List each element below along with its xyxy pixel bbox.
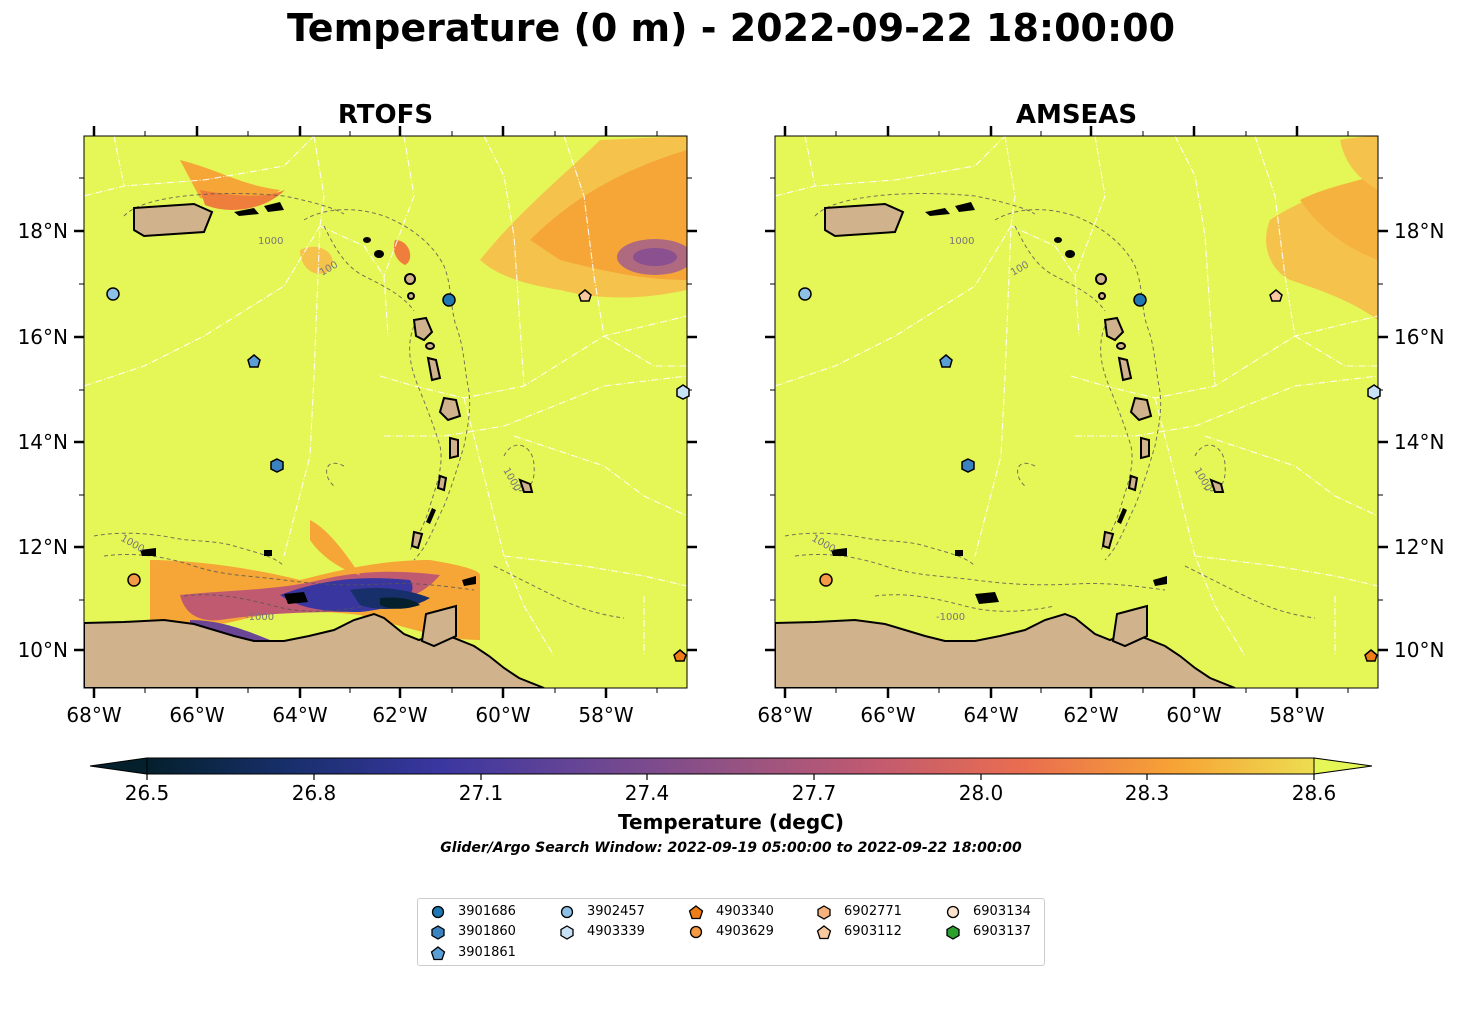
contour-label: 1000 bbox=[258, 236, 283, 247]
lat-tick-label: 14°N bbox=[18, 430, 68, 454]
lat-tick-label: 16°N bbox=[1394, 325, 1444, 349]
float-markers-amseas bbox=[798, 287, 1381, 662]
float-markers-rtofs bbox=[106, 287, 690, 662]
lon-tick-label: 60°W bbox=[475, 703, 530, 727]
legend-label: 6903134 bbox=[973, 904, 1031, 919]
minor-ticks bbox=[79, 131, 692, 693]
marker-4903339[interactable] bbox=[1367, 384, 1381, 400]
circle-marker-icon bbox=[946, 905, 960, 919]
lon-tick-label: 68°W bbox=[757, 703, 812, 727]
colorbar-tick-label: 27.4 bbox=[625, 781, 670, 805]
map-frame bbox=[83, 135, 688, 689]
hexagon-marker-icon bbox=[560, 925, 574, 940]
legend-label: 6903112 bbox=[844, 924, 902, 939]
colorbar-extend-low bbox=[89, 757, 148, 775]
figure-title: Temperature (0 m) - 2022-09-22 18:00:00 bbox=[286, 6, 1176, 50]
marker-3901861[interactable] bbox=[247, 354, 261, 368]
colorbar-tick-label: 28.6 bbox=[1292, 781, 1337, 805]
legend-label: 6903137 bbox=[973, 924, 1031, 939]
legend-label: 4903339 bbox=[587, 924, 645, 939]
lat-tick-label: 18°N bbox=[18, 219, 68, 243]
colorbar-body bbox=[146, 757, 1315, 775]
marker-3901686[interactable] bbox=[442, 293, 456, 307]
legend-label: 6902771 bbox=[844, 904, 902, 919]
lon-tick-label: 58°W bbox=[578, 703, 633, 727]
lat-tick-label: 16°N bbox=[18, 325, 68, 349]
circle-marker-icon bbox=[689, 925, 703, 939]
map-amseas: 1000 100 1000 1000 -1000 68°W 66°W 64°W … bbox=[757, 126, 1444, 727]
marker-4903339[interactable] bbox=[676, 384, 690, 400]
map-rtofs: 1000 100 1000 1000 -1000 68°W 66°W 64°W … bbox=[18, 126, 697, 727]
colorbar-label: Temperature (degC) bbox=[618, 810, 844, 834]
contour-label: -1000 bbox=[936, 612, 965, 623]
lon-tick-label: 64°W bbox=[272, 703, 327, 727]
temperature-field-rtofs bbox=[84, 136, 687, 688]
lon-tick-label: 62°W bbox=[372, 703, 427, 727]
search-window-subtitle: Glider/Argo Search Window: 2022-09-19 05… bbox=[440, 840, 1022, 856]
hexagon-marker-icon bbox=[946, 925, 960, 940]
lon-tick-label: 62°W bbox=[1063, 703, 1118, 727]
lat-tick-label: 18°N bbox=[1394, 219, 1444, 243]
colorbar-tick-label: 28.0 bbox=[959, 781, 1004, 805]
lon-tick-label: 66°W bbox=[169, 703, 224, 727]
contour-label: -1000 bbox=[245, 612, 274, 623]
marker-3901860[interactable] bbox=[270, 458, 284, 473]
minor-ticks bbox=[770, 131, 1383, 693]
legend-label: 3901686 bbox=[458, 904, 516, 919]
circle-marker-icon bbox=[431, 905, 445, 919]
lon-tick-label: 60°W bbox=[1166, 703, 1221, 727]
major-ticks bbox=[74, 126, 697, 698]
hexagon-marker-icon bbox=[817, 905, 831, 920]
legend-label: 3902457 bbox=[587, 904, 645, 919]
panel-title-amseas: AMSEAS bbox=[1015, 100, 1138, 130]
hexagon-marker-icon bbox=[431, 925, 445, 940]
marker-4903629[interactable] bbox=[819, 573, 833, 587]
marker-3901686[interactable] bbox=[1133, 293, 1147, 307]
lat-tick-label: 12°N bbox=[18, 535, 68, 559]
lat-tick-label: 10°N bbox=[18, 638, 68, 662]
colorbar-tick-label: 26.8 bbox=[292, 781, 337, 805]
marker-3902457[interactable] bbox=[106, 287, 120, 301]
colorbar-tick-label: 27.7 bbox=[792, 781, 837, 805]
pentagon-marker-icon bbox=[430, 946, 446, 961]
lat-tick-label: 10°N bbox=[1394, 638, 1444, 662]
colorbar-tick-label: 28.3 bbox=[1125, 781, 1170, 805]
marker-6903112[interactable] bbox=[578, 289, 592, 302]
pentagon-marker-icon bbox=[688, 905, 704, 920]
lat-tick-label: 12°N bbox=[1394, 535, 1444, 559]
lon-tick-label: 66°W bbox=[860, 703, 915, 727]
panel-title-rtofs: RTOFS bbox=[337, 100, 434, 130]
marker-3901861[interactable] bbox=[939, 354, 953, 368]
pentagon-marker-icon bbox=[816, 925, 832, 940]
legend-label: 4903629 bbox=[716, 924, 774, 939]
circle-marker-icon bbox=[560, 905, 574, 919]
lat-tick-label: 14°N bbox=[1394, 430, 1444, 454]
colorbar: 26.5 26.8 27.1 27.4 27.7 28.0 28.3 28.6 bbox=[89, 757, 1373, 805]
legend-label: 4903340 bbox=[716, 904, 774, 919]
marker-4903629[interactable] bbox=[127, 573, 141, 587]
legend-label: 3901861 bbox=[458, 945, 516, 960]
marker-3901860[interactable] bbox=[961, 458, 975, 473]
legend: 3901686 3901860 3901861 3902457 4903339 … bbox=[417, 898, 1045, 966]
marker-3902457[interactable] bbox=[798, 287, 812, 301]
lon-tick-label: 64°W bbox=[963, 703, 1018, 727]
temperature-field-amseas bbox=[775, 136, 1378, 688]
legend-label: 3901860 bbox=[458, 924, 516, 939]
colorbar-tick-label: 26.5 bbox=[125, 781, 170, 805]
marker-6903112[interactable] bbox=[1269, 289, 1283, 302]
lon-tick-label: 68°W bbox=[66, 703, 121, 727]
marker-4903340[interactable] bbox=[1364, 649, 1378, 662]
colorbar-extend-high bbox=[1313, 757, 1373, 775]
lon-tick-label: 58°W bbox=[1269, 703, 1324, 727]
map-frame bbox=[774, 135, 1379, 689]
major-ticks bbox=[765, 126, 1388, 698]
marker-4903340[interactable] bbox=[673, 649, 687, 662]
colorbar-tick-label: 27.1 bbox=[459, 781, 504, 805]
contour-label: 1000 bbox=[949, 236, 974, 247]
